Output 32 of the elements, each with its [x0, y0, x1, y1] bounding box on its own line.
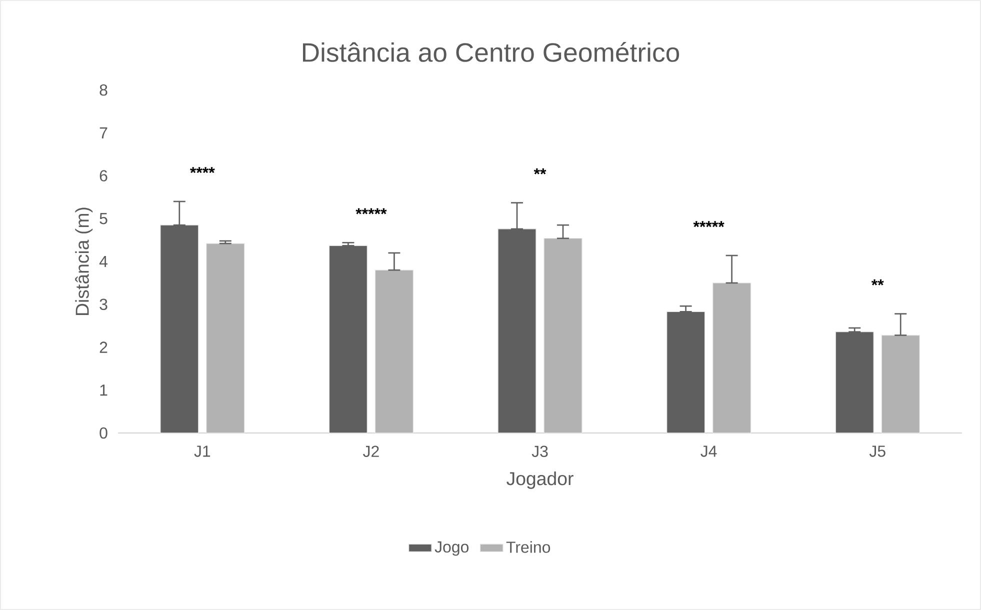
- annotation: *****: [356, 208, 387, 214]
- bar: [328, 245, 368, 434]
- annotation: **: [534, 168, 546, 174]
- y-tick-label: 4: [99, 256, 108, 268]
- x-tick-label: J1: [194, 446, 210, 457]
- bar: [544, 238, 582, 434]
- y-tick-label: 0: [100, 427, 108, 439]
- bar: [835, 331, 874, 434]
- bar: [666, 311, 706, 434]
- y-tick-label: 3: [100, 298, 108, 310]
- y-tick-label: 7: [100, 127, 108, 138]
- x-tick-label: J4: [700, 446, 717, 457]
- bar: [374, 270, 414, 434]
- bar: [881, 334, 920, 434]
- x-tick-label: J3: [532, 446, 548, 458]
- chart-title: Distância ao Centro Geométrico: [302, 42, 680, 62]
- y-axis-title: Distância (m): [75, 208, 93, 315]
- y-tick-label: 2: [100, 342, 108, 353]
- x-axis-title: Jogador: [506, 472, 574, 489]
- y-tick-label: 1: [100, 384, 108, 396]
- bar: [712, 282, 752, 434]
- legend-label: Jogo: [434, 541, 469, 556]
- x-tick-label: J2: [363, 446, 379, 458]
- bar: [206, 243, 245, 434]
- annotation: *****: [693, 221, 724, 228]
- annotation: ****: [190, 167, 215, 174]
- x-tick-label: J5: [869, 446, 886, 457]
- y-tick-label: 6: [100, 170, 108, 182]
- y-tick-label: 8: [100, 84, 108, 96]
- legend-label: Treino: [506, 541, 550, 553]
- annotation: **: [871, 279, 884, 286]
- y-tick-label: 5: [100, 213, 108, 224]
